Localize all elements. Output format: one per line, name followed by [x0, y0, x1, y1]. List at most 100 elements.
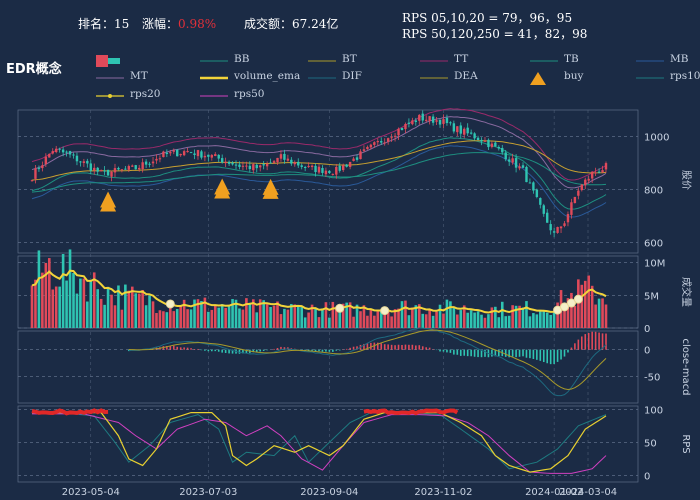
volume-bar: [417, 304, 421, 328]
candle-body: [421, 113, 424, 121]
candle-body: [307, 165, 310, 167]
dif-line: [128, 327, 607, 397]
candle-body: [48, 153, 51, 158]
candle-body: [314, 165, 317, 173]
candle-body: [445, 117, 449, 124]
price-tick-label: 1000: [644, 132, 669, 143]
volume-bar: [99, 298, 103, 328]
candle-body: [227, 161, 231, 164]
volume-bar: [248, 302, 252, 328]
candle-body: [262, 164, 265, 166]
volume-bar: [580, 284, 584, 328]
candle-body: [34, 168, 37, 179]
volume-bar: [290, 303, 293, 328]
candle-body: [504, 152, 507, 160]
volume-highlight-marker: [566, 298, 576, 308]
volume-bar: [189, 309, 193, 328]
rank-value: 15: [114, 17, 130, 31]
volume-bar: [293, 304, 297, 328]
candle-body: [214, 154, 217, 157]
volume-bar: [601, 298, 604, 328]
rps20-line: [32, 412, 607, 473]
volume-bar: [514, 305, 518, 328]
volume-bar: [507, 315, 511, 328]
candle-body: [414, 120, 418, 123]
legend-label: MB: [670, 53, 689, 65]
legend-label: BB: [234, 53, 250, 65]
panel-frame-0: [17, 109, 639, 254]
volume-bar: [407, 315, 411, 328]
candle-body: [490, 143, 494, 147]
volume-bar: [442, 313, 445, 328]
candle-body: [535, 189, 539, 198]
candle-body: [345, 164, 348, 167]
volume-bar: [276, 301, 279, 328]
macd-tick-label: 0: [644, 346, 650, 357]
volume-bar: [124, 284, 127, 328]
volume-bar: [359, 311, 362, 328]
legend-label: rps50: [234, 88, 265, 100]
volume-bar: [376, 311, 380, 328]
volume-bar: [106, 286, 110, 328]
candle-body: [172, 150, 175, 152]
volume-bar: [456, 314, 459, 328]
volume-bar: [241, 309, 245, 328]
volume-bar: [186, 309, 189, 328]
volume-bar: [480, 314, 483, 328]
volume-bar: [570, 292, 573, 328]
candle-body: [590, 171, 594, 179]
volume-bar: [528, 316, 532, 328]
volume-bar: [179, 306, 182, 328]
candle-body: [269, 162, 272, 164]
volume-ema-line: [31, 269, 607, 314]
x-tick-label: 2024-01-02: [525, 487, 583, 498]
volume-bar: [210, 309, 214, 328]
rps-high-zone: [363, 408, 459, 416]
volume-bar: [89, 281, 93, 328]
volume-bar: [542, 311, 546, 328]
volume-bar: [165, 312, 169, 328]
candle-body: [44, 156, 48, 165]
candle-body: [61, 149, 65, 153]
volume-bar: [269, 306, 272, 328]
candle-body: [411, 120, 414, 125]
candle-body: [456, 126, 459, 133]
candle-body: [210, 155, 214, 158]
change-label: 涨幅：: [142, 17, 179, 31]
volume-bar: [490, 307, 494, 328]
legend-label: TT: [454, 53, 469, 65]
volume-bar: [120, 309, 124, 328]
rps10-line: [32, 412, 607, 470]
band-line-mt: [31, 152, 607, 193]
volume-bar: [217, 307, 221, 328]
candle-body: [310, 165, 314, 168]
volume-bar: [573, 305, 577, 328]
turnover: 成交额：67.24亿: [244, 15, 338, 32]
candle-body: [317, 166, 321, 173]
volume-bar: [597, 298, 601, 328]
volume-bar: [338, 308, 342, 328]
volume-bar: [328, 317, 331, 328]
rank: 排名：15: [78, 15, 129, 32]
volume-bar: [379, 310, 383, 328]
volume-bar: [283, 308, 286, 328]
volume-bar: [34, 279, 37, 328]
candle-body: [580, 184, 583, 191]
x-tick-label: 2023-07-03: [179, 487, 237, 498]
rps-axis-title: RPS: [680, 434, 691, 453]
volume-bar: [155, 313, 158, 328]
volume-bar: [587, 275, 591, 328]
candle-body: [532, 182, 535, 191]
volume-bar: [117, 285, 120, 328]
rps-short: RPS 05,10,20 = 79，96，95: [402, 11, 573, 25]
volume-bar: [452, 307, 456, 328]
volume-bar: [449, 301, 452, 328]
volume-bar: [466, 312, 469, 328]
candle-body: [539, 198, 542, 205]
volume-bar: [196, 299, 200, 328]
candle-body: [566, 214, 570, 223]
candle-body: [137, 167, 141, 170]
candle-body: [134, 165, 137, 170]
volume-bar: [54, 286, 58, 328]
